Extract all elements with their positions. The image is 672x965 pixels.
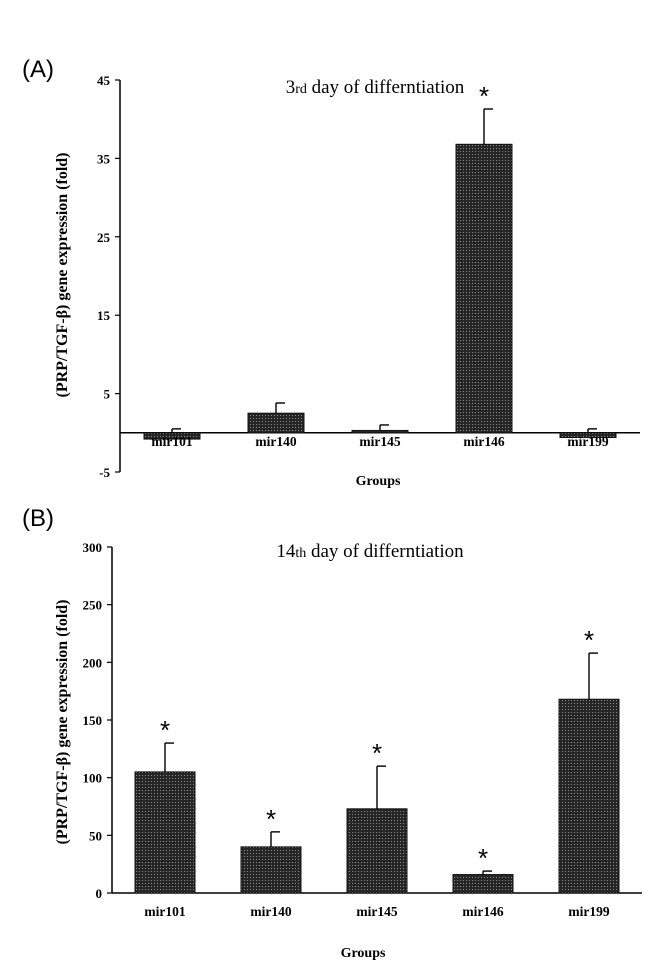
panel-a-title-suffix: rd xyxy=(295,82,307,97)
panel-a-bar xyxy=(351,429,409,434)
panel-b-category-label: mir101 xyxy=(144,904,185,919)
panel-a-title-main: 3 xyxy=(286,77,296,98)
panel-b-y-axis-label: (PRP/TGF-β) gene expression (fold) xyxy=(54,600,71,845)
panel-a-category-label: mir145 xyxy=(359,434,400,449)
panel-b-bar xyxy=(240,846,302,894)
panel-b-y-tick-label: 150 xyxy=(83,713,103,728)
panel-b-y-tick-label: 200 xyxy=(83,655,103,670)
panel-a-y-tick-label: -5 xyxy=(99,465,110,480)
panel-b-title-main: 14 xyxy=(276,541,296,562)
panel-b-bar xyxy=(558,698,620,894)
panel-b-category-label: mir199 xyxy=(568,904,609,919)
panel-b-title-suffix: th xyxy=(295,546,306,561)
panel-a-bar xyxy=(455,143,513,434)
panel-b-plot: 0 50 100 150 200 250 300 * mir101 * mir140 * mir145 *… xyxy=(83,540,642,919)
panel-b-title-rest: day of differntiation xyxy=(306,541,464,562)
panel-b-bar xyxy=(452,874,514,894)
panel-a-category-label: mir199 xyxy=(567,434,608,449)
panel-b-y-tick-label: 250 xyxy=(83,598,103,613)
panel-b-significance-marker: * xyxy=(478,843,488,873)
panel-a-bar xyxy=(247,412,305,434)
panel-b-y-tick-label: 100 xyxy=(83,771,103,786)
panel-a-label: (A) xyxy=(22,56,54,83)
panel-b-category-label: mir146 xyxy=(462,904,503,919)
panel-b-y-tick-label: 50 xyxy=(89,828,102,843)
panel-a-significance-marker: * xyxy=(479,81,489,111)
panel-b-bar xyxy=(346,808,408,894)
panel-a-plot: -5 5 15 25 35 45 mir101 mir140 mir145 * mir146 mir1… xyxy=(97,73,640,480)
panel-b-y-tick-label: 0 xyxy=(96,886,103,901)
panel-a-y-tick-label: 45 xyxy=(97,73,111,88)
panel-a-y-tick-label: 25 xyxy=(97,230,111,245)
panel-a-title-rest: day of differntiation xyxy=(307,77,465,98)
panel-a-category-label: mir101 xyxy=(151,434,192,449)
panel-a-y-tick-label: 35 xyxy=(97,151,111,166)
panel-a-category-label: mir146 xyxy=(463,434,504,449)
panel-b-significance-marker: * xyxy=(266,804,276,834)
panel-b-y-tick-label: 300 xyxy=(83,540,103,555)
panel-b-significance-marker: * xyxy=(584,625,594,655)
panel-b-x-axis-label: Groups xyxy=(341,946,386,961)
panel-a-x-axis-label: Groups xyxy=(356,474,401,489)
panel-a-y-tick-label: 5 xyxy=(104,387,111,402)
panel-a-y-axis-label: (PRP/TGF-β) gene expression (fold) xyxy=(54,153,71,398)
panel-a-title: 3rd day of differntiation xyxy=(286,77,465,98)
panel-b-significance-marker: * xyxy=(372,738,382,768)
panel-b-category-label: mir140 xyxy=(250,904,291,919)
panel-b-category-label: mir145 xyxy=(356,904,397,919)
panel-b-label: (B) xyxy=(22,505,54,532)
panel-b-bar xyxy=(134,771,196,894)
panel-b-significance-marker: * xyxy=(160,715,170,745)
panel-a-y-tick-label: 15 xyxy=(97,308,111,323)
panel-a-category-label: mir140 xyxy=(255,434,296,449)
panel-b-title: 14th day of differntiation xyxy=(276,541,464,562)
